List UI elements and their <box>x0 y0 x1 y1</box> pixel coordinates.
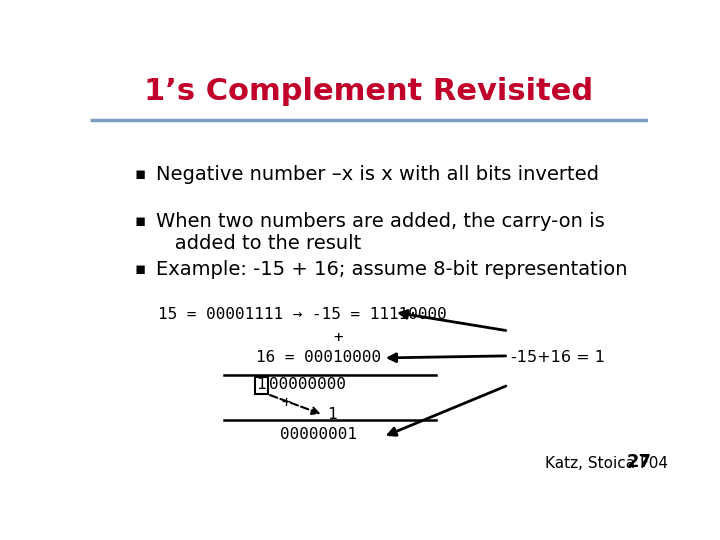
Text: ▪: ▪ <box>135 260 146 278</box>
Text: 15 = 00001111 → -15 = 11110000: 15 = 00001111 → -15 = 11110000 <box>158 307 446 322</box>
Text: When two numbers are added, the carry-on is
   added to the result: When two numbers are added, the carry-on… <box>156 212 605 253</box>
Text: Example: -15 + 16; assume 8-bit representation: Example: -15 + 16; assume 8-bit represen… <box>156 260 627 279</box>
Text: ▪: ▪ <box>135 212 146 231</box>
Text: +: + <box>282 395 291 410</box>
Text: 1: 1 <box>256 377 266 393</box>
Text: 27: 27 <box>627 454 652 471</box>
Text: Katz, Stoica F04: Katz, Stoica F04 <box>545 456 667 471</box>
Text: 1’s Complement Revisited: 1’s Complement Revisited <box>145 77 593 106</box>
Text: 1: 1 <box>327 407 336 422</box>
Text: +: + <box>333 329 343 345</box>
Text: ▪: ▪ <box>135 165 146 183</box>
Text: 16 = 00010000: 16 = 00010000 <box>256 350 382 366</box>
Bar <box>255 377 268 394</box>
Text: -15+16 = 1: -15+16 = 1 <box>511 350 606 366</box>
Text: 00000000: 00000000 <box>269 377 346 393</box>
Text: 00000001: 00000001 <box>280 427 357 442</box>
Text: Negative number –x is x with all bits inverted: Negative number –x is x with all bits in… <box>156 165 599 184</box>
